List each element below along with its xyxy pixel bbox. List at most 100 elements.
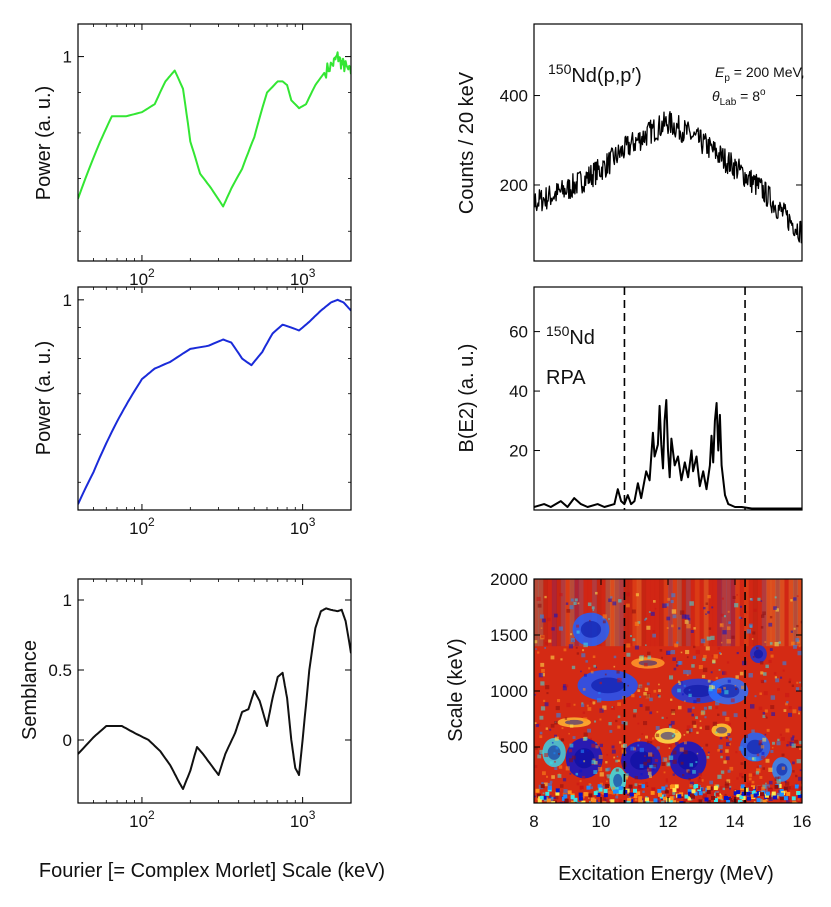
heatmap-floor-texture xyxy=(636,791,641,796)
heatmap-texture xyxy=(717,774,722,779)
heatmap-texture xyxy=(760,626,764,629)
heatmap-texture xyxy=(796,797,801,803)
heatmap-texture xyxy=(799,681,801,684)
heatmap-texture xyxy=(611,705,615,710)
heatmap-texture xyxy=(750,598,754,601)
heatmap-floor-texture xyxy=(583,792,588,797)
heatmap-floor-texture xyxy=(578,792,583,797)
heatmap-texture xyxy=(754,695,757,698)
heatmap-texture xyxy=(750,704,755,709)
heatmap-texture xyxy=(683,700,686,703)
heatmap-floor-texture xyxy=(765,791,770,796)
heatmap-texture xyxy=(792,761,795,765)
heatmap-texture xyxy=(568,749,573,753)
heatmap-floor-texture xyxy=(638,799,643,803)
heatmap-texture xyxy=(639,764,644,768)
plot-area-p5 xyxy=(534,287,802,510)
heatmap-texture xyxy=(649,741,653,744)
heatmap-texture xyxy=(642,656,647,661)
plot-area-p2 xyxy=(78,298,351,505)
heatmap-texture xyxy=(631,609,636,614)
heatmap-floor-texture xyxy=(729,797,734,802)
heatmap-texture xyxy=(672,759,677,764)
heatmap-texture xyxy=(588,797,590,799)
heatmap-texture xyxy=(639,747,644,753)
heatmap-blob-core xyxy=(638,660,658,666)
heatmap-texture xyxy=(707,752,710,755)
heatmap-texture xyxy=(661,656,664,659)
ylabel-p3: Semblance xyxy=(19,640,41,740)
heatmap-texture xyxy=(735,687,738,691)
heatmap-texture xyxy=(678,682,682,686)
heatmap-texture xyxy=(534,746,538,750)
heatmap-floor-texture xyxy=(592,798,597,803)
heatmap-texture xyxy=(726,779,731,784)
heatmap-texture xyxy=(795,802,801,803)
heatmap-texture xyxy=(621,744,625,748)
heatmap-texture xyxy=(788,680,791,684)
heatmap-texture xyxy=(765,797,769,801)
heatmap-texture xyxy=(580,749,585,753)
heatmap-texture xyxy=(547,783,552,788)
heatmap-texture xyxy=(557,774,562,778)
heatmap-stripe xyxy=(797,579,802,647)
heatmap-texture xyxy=(745,611,748,614)
heatmap-texture xyxy=(639,704,643,708)
series-line-power xyxy=(78,298,351,505)
heatmap-texture xyxy=(698,772,702,777)
panel-be2-rpa: 20 40 60 B(E2) (a. u.) 150Nd RPA xyxy=(456,286,803,511)
heatmap-texture xyxy=(787,712,792,717)
heatmap-texture xyxy=(653,600,656,603)
heatmap-texture xyxy=(712,659,716,663)
heatmap-texture xyxy=(583,642,588,648)
heatmap-blob-core xyxy=(591,677,625,694)
heatmap-texture xyxy=(688,689,691,691)
x-tick-label: 8 xyxy=(529,812,538,831)
heatmap-texture xyxy=(770,654,774,658)
heatmap-texture xyxy=(689,781,694,786)
y-tick-label: 0.5 xyxy=(48,661,72,680)
heatmap-texture xyxy=(589,784,592,786)
heatmap-stripe xyxy=(690,579,696,647)
heatmap-texture xyxy=(732,595,736,599)
heatmap-texture xyxy=(763,691,768,696)
heatmap-texture xyxy=(593,770,598,775)
heatmap-texture xyxy=(793,644,797,649)
heatmap-texture xyxy=(652,633,657,638)
heatmap-texture xyxy=(642,790,645,793)
heatmap-texture xyxy=(746,629,752,634)
panel-semblance-map: 8 10 12 14 16 500 1000 1500 2000 Scale (keV) Exc… xyxy=(445,570,811,885)
heatmap-texture xyxy=(594,799,599,803)
heatmap-stripe xyxy=(793,579,799,647)
heatmap-floor-texture xyxy=(637,784,642,789)
heatmap-texture xyxy=(639,685,643,689)
heatmap-texture xyxy=(645,693,650,698)
heatmap-texture xyxy=(616,670,620,674)
heatmap-texture xyxy=(756,765,759,769)
heatmap-floor-texture xyxy=(774,784,779,789)
heatmap-texture xyxy=(599,681,602,685)
heatmap-texture xyxy=(595,745,599,749)
heatmap-texture xyxy=(555,705,560,711)
heatmap-floor-texture xyxy=(674,784,679,789)
x-tick-label: 103 xyxy=(290,515,316,538)
heatmap-texture xyxy=(798,645,801,648)
ylabel-p2: Power (a. u.) xyxy=(33,341,55,455)
x-tick-label: 14 xyxy=(726,812,745,831)
heatmap-texture xyxy=(623,743,627,748)
heatmap-floor-texture xyxy=(579,785,584,790)
heatmap-texture xyxy=(706,755,710,759)
panel-semblance: 102 103 0 0.5 1 Semblance Fourier [= Complex… xyxy=(19,578,385,882)
heatmap-texture xyxy=(699,720,702,722)
axes-frame-p3 xyxy=(77,578,352,804)
heatmap-floor-texture xyxy=(713,798,718,803)
heatmap-texture xyxy=(570,633,573,636)
heatmap-texture xyxy=(776,741,781,746)
heatmap-texture xyxy=(542,792,545,795)
heatmap-texture xyxy=(645,617,648,620)
heatmap-floor-texture xyxy=(791,796,796,801)
heatmap-texture xyxy=(693,699,697,704)
heatmap-texture xyxy=(692,706,695,710)
heatmap-floor-texture xyxy=(708,786,713,791)
heatmap-texture xyxy=(723,686,726,690)
